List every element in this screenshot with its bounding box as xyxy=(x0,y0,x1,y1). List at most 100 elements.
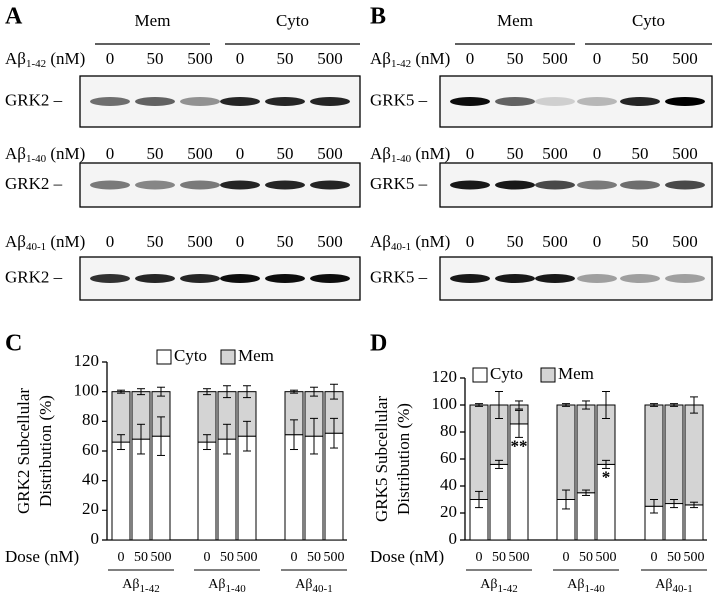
dose-label: 50 xyxy=(277,232,294,251)
dose-label: 50 xyxy=(507,144,524,163)
text-sub: 1-42 xyxy=(391,58,411,70)
legend-label: Mem xyxy=(558,364,594,383)
x-tick-label: 0 xyxy=(476,550,483,565)
y-tick-label: 20 xyxy=(82,499,99,518)
legend-label: Cyto xyxy=(174,346,207,365)
dose-label: 500 xyxy=(317,49,343,68)
blot-band xyxy=(90,274,130,283)
text-sub: 1-42 xyxy=(140,583,160,595)
blot-band xyxy=(577,180,617,190)
blot-band xyxy=(535,180,575,190)
blot-band xyxy=(135,97,175,106)
error-bar xyxy=(582,400,590,410)
x-tick-label: 0 xyxy=(118,550,125,565)
dose-label: 500 xyxy=(187,232,213,251)
blot-band xyxy=(90,97,130,106)
dose-label: 500 xyxy=(187,144,213,163)
x-tick-label: 500 xyxy=(684,550,705,565)
x-axis-label: Dose (nM) xyxy=(5,547,79,566)
y-tick-label: 80 xyxy=(82,410,99,429)
text-sub: 40-1 xyxy=(26,241,46,253)
dose-label: 0 xyxy=(106,49,115,68)
blot-band xyxy=(310,274,350,283)
x-tick-label: 0 xyxy=(651,550,658,565)
blot-band xyxy=(577,97,617,106)
x-tick-label: 0 xyxy=(563,550,570,565)
text-unit: (nM) xyxy=(46,144,85,163)
group-label: Mem xyxy=(497,11,533,30)
error-bar xyxy=(562,403,570,407)
error-bar xyxy=(290,389,298,394)
dose-label: 0 xyxy=(593,49,602,68)
group-label: Aβ1-42 xyxy=(122,577,159,594)
error-bar xyxy=(582,489,590,496)
error-bar xyxy=(117,434,125,451)
dose-label: 0 xyxy=(466,144,475,163)
error-bar xyxy=(670,403,678,407)
error-bar xyxy=(203,388,211,396)
error-bar xyxy=(223,385,231,399)
significance-mark: * xyxy=(602,467,611,486)
x-tick-label: 50 xyxy=(492,550,506,565)
dose-label: 50 xyxy=(147,232,164,251)
text-unit: (nM) xyxy=(46,232,85,251)
text-sub: 1-42 xyxy=(26,58,46,70)
text-sub: 40-1 xyxy=(391,241,411,253)
error-bar xyxy=(602,391,610,419)
blot-band xyxy=(665,274,705,283)
y-tick-label: 100 xyxy=(74,381,100,400)
error-bar xyxy=(690,501,698,509)
y-tick-label: 20 xyxy=(440,502,457,521)
blot-band xyxy=(495,180,535,190)
x-tick-label: 500 xyxy=(596,550,617,565)
blot-band xyxy=(265,97,305,106)
bar-segment xyxy=(489,463,509,541)
panel-letter: A xyxy=(5,4,23,30)
blot-band xyxy=(665,180,705,190)
text-unit: (nM) xyxy=(411,144,450,163)
y-tick-label: 80 xyxy=(440,421,457,440)
bar-segment xyxy=(684,504,704,541)
error-bar xyxy=(562,489,570,510)
y-tick-label: 100 xyxy=(432,394,458,413)
text-base: Aβ xyxy=(370,144,391,163)
error-bar xyxy=(157,386,165,397)
y-axis-label: GRK2 Subcellular xyxy=(14,388,33,514)
blot-band xyxy=(665,97,705,106)
dose-label: 50 xyxy=(507,49,524,68)
error-bar xyxy=(515,409,523,438)
blot-band xyxy=(180,180,220,190)
text-base: Aβ xyxy=(5,144,26,163)
blot-band xyxy=(495,97,535,106)
dose-label: 0 xyxy=(466,232,475,251)
text-sub: 40-1 xyxy=(673,583,693,595)
dose-label: 500 xyxy=(317,232,343,251)
y-axis-label: Distribution (%) xyxy=(394,403,413,515)
bar-segment xyxy=(197,441,217,541)
protein-label: GRK5 – xyxy=(370,267,428,286)
dose-label: 50 xyxy=(147,144,164,163)
x-tick-label: 50 xyxy=(134,550,148,565)
group-label: Mem xyxy=(135,11,171,30)
dose-label: 0 xyxy=(236,49,245,68)
error-bar xyxy=(495,391,503,419)
bar-segment xyxy=(576,492,596,541)
legend-swatch xyxy=(156,349,172,365)
dose-label: 50 xyxy=(632,232,649,251)
error-bar xyxy=(243,420,251,452)
legend-swatch xyxy=(220,349,236,365)
error-bar xyxy=(495,459,503,469)
text-base: Aβ xyxy=(370,49,391,68)
blot-band xyxy=(265,274,305,283)
y-tick-label: 60 xyxy=(440,448,457,467)
blot-band xyxy=(180,274,220,283)
bar-segment xyxy=(556,404,576,500)
dose-label: 50 xyxy=(147,49,164,68)
text-unit: (nM) xyxy=(411,232,450,251)
y-tick-label: 40 xyxy=(82,470,99,489)
text-base: Aβ xyxy=(655,577,672,592)
dose-row-label: Aβ1-42 (nM) xyxy=(370,49,450,70)
bar-segment xyxy=(684,404,704,506)
x-tick-label: 50 xyxy=(307,550,321,565)
